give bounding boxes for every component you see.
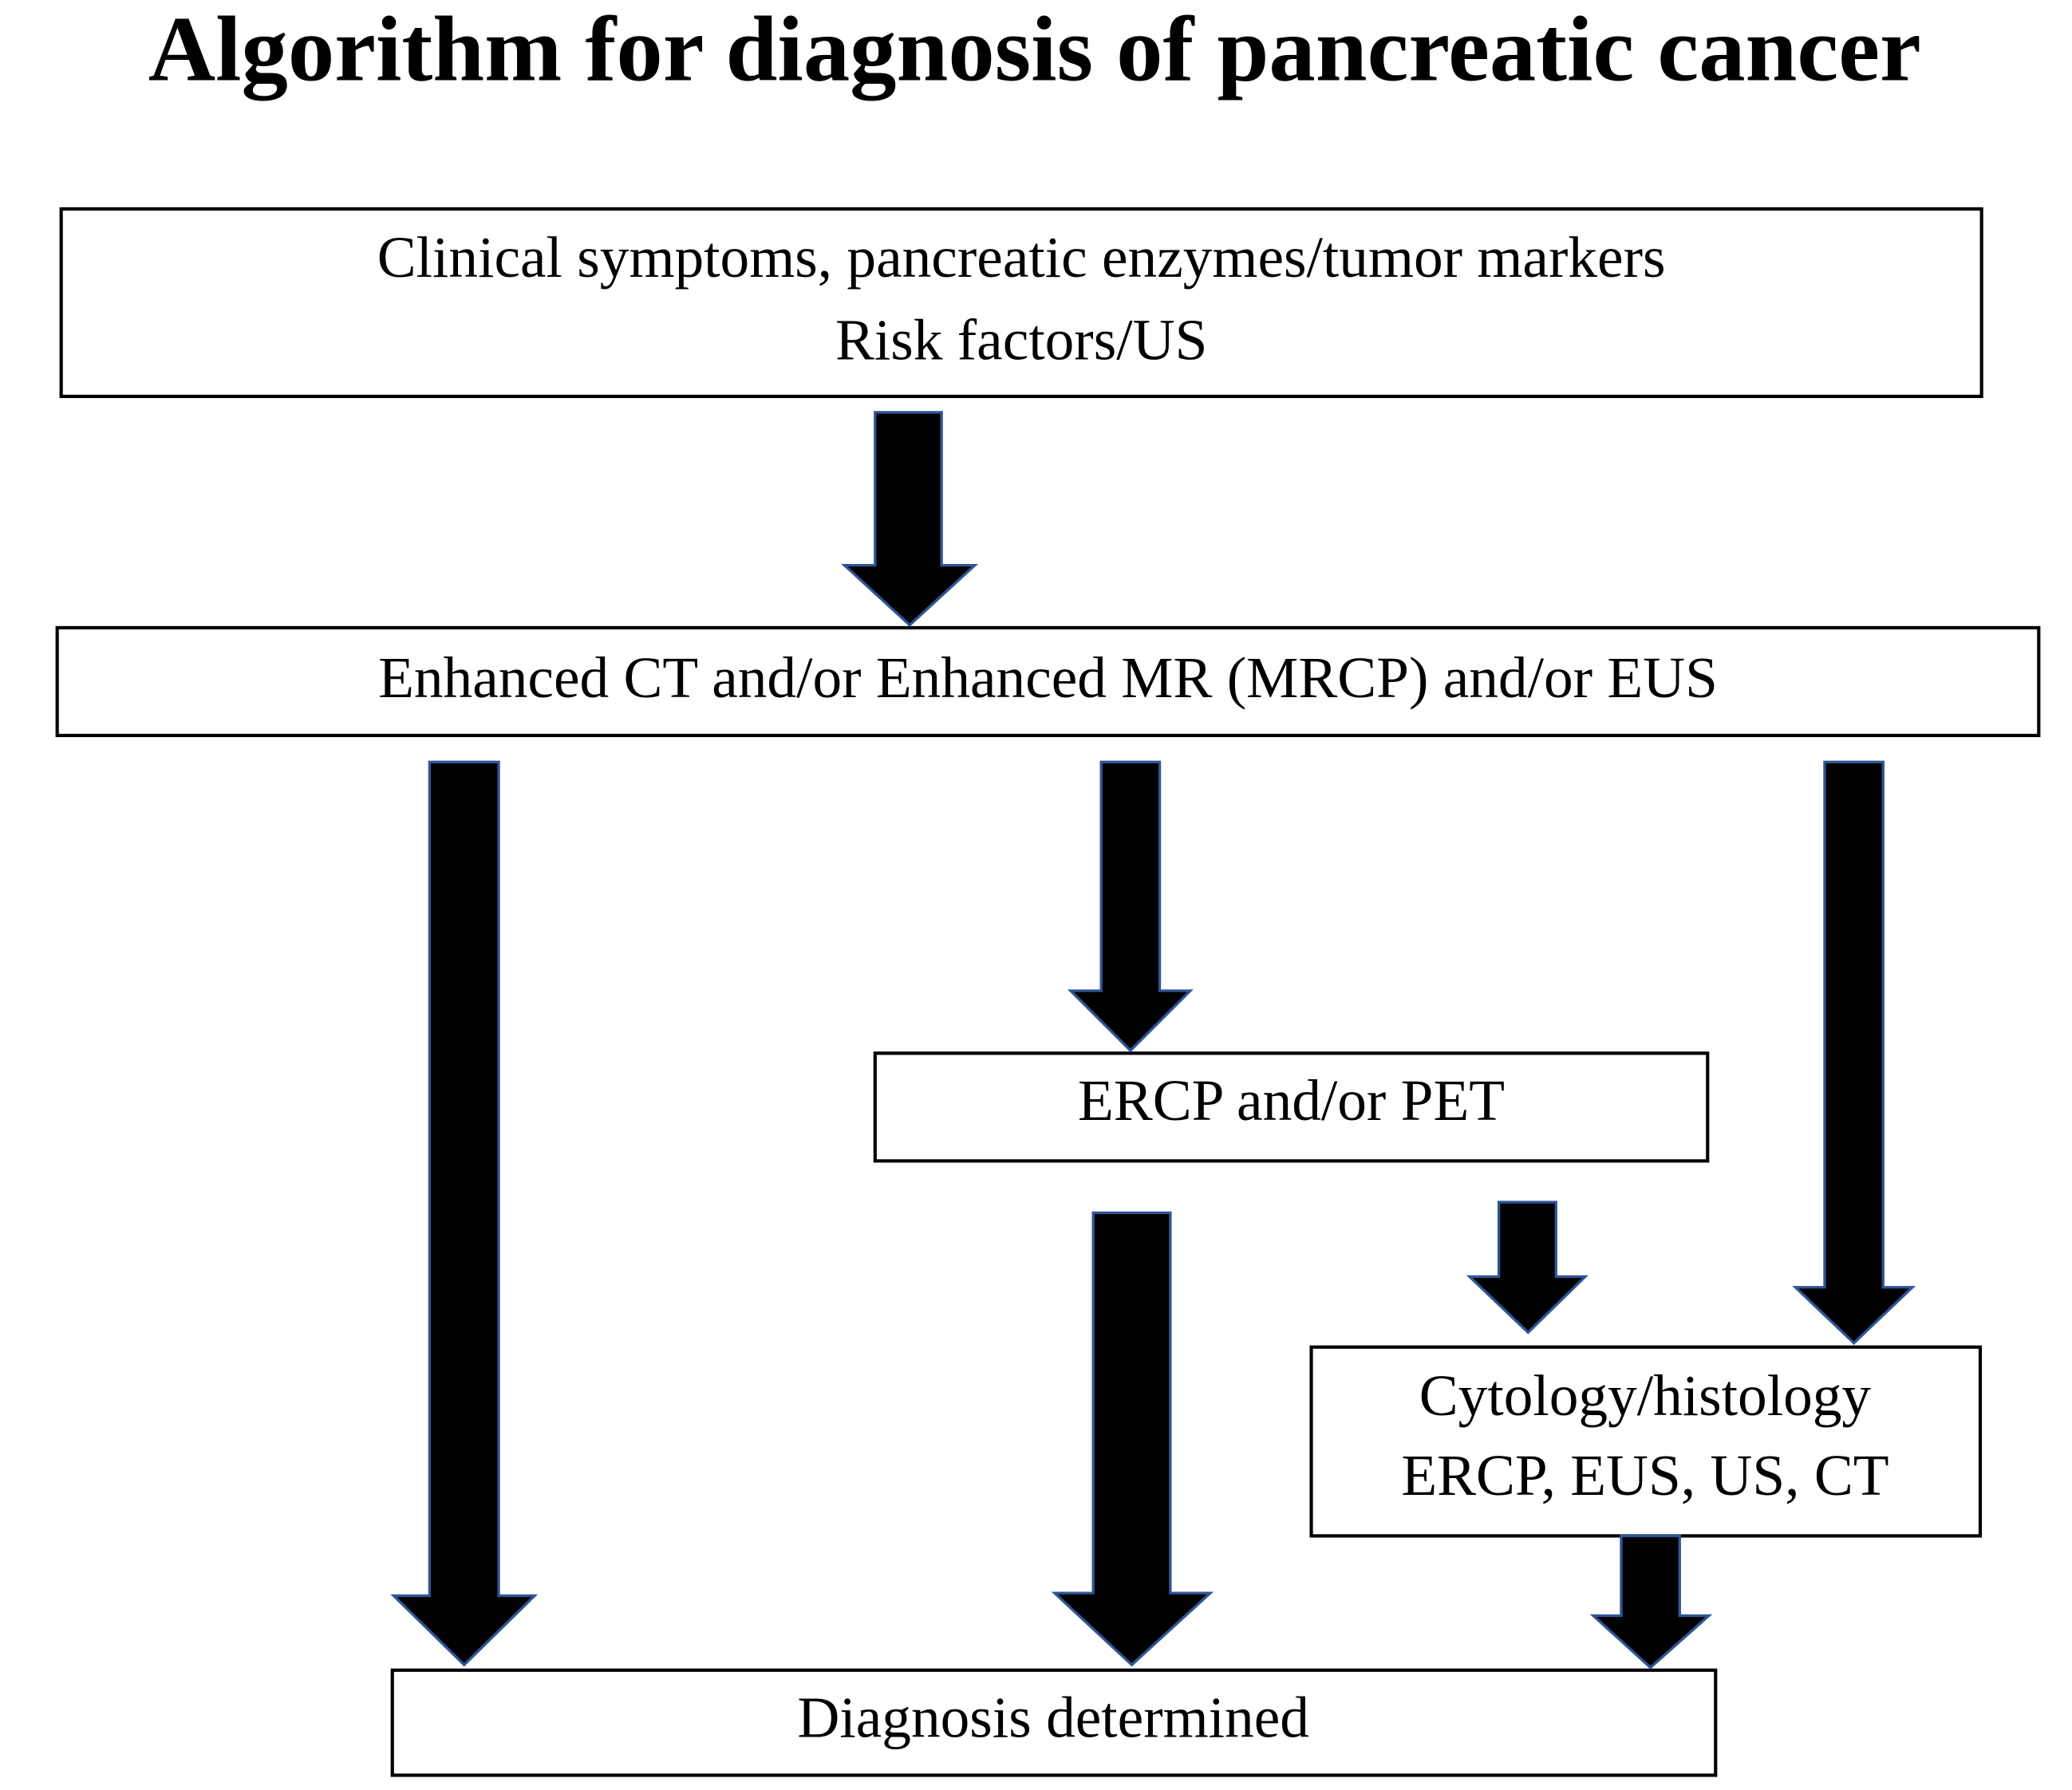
- arrow: [1792, 760, 1916, 1346]
- arrow: [1466, 1201, 1589, 1335]
- node-box: [1309, 1345, 1983, 1538]
- node-box: [59, 207, 1983, 399]
- node-text: Enhanced CT and/or Enhanced MR (MRCP) an…: [378, 645, 1718, 710]
- node-box: [390, 1668, 1718, 1777]
- node-text: ERCP and/or PET: [1078, 1068, 1505, 1133]
- node-text: ERCP, EUS, US, CT: [1401, 1443, 1888, 1508]
- node-text: Diagnosis determined: [797, 1685, 1308, 1749]
- arrow: [1051, 1211, 1214, 1667]
- node-text: Risk factors/US: [835, 307, 1207, 372]
- title: Algorithm for diagnosis of pancreatic ca…: [148, 0, 1921, 101]
- node-text: Cytology/histology: [1419, 1363, 1872, 1428]
- arrow: [1589, 1534, 1713, 1670]
- node-box: [55, 625, 2041, 738]
- node-box: [873, 1051, 1710, 1163]
- arrow: [1067, 760, 1194, 1053]
- arrow: [841, 411, 979, 627]
- node-text: Clinical symptoms, pancreatic enzymes/tu…: [377, 225, 1666, 290]
- arrow: [390, 760, 539, 1667]
